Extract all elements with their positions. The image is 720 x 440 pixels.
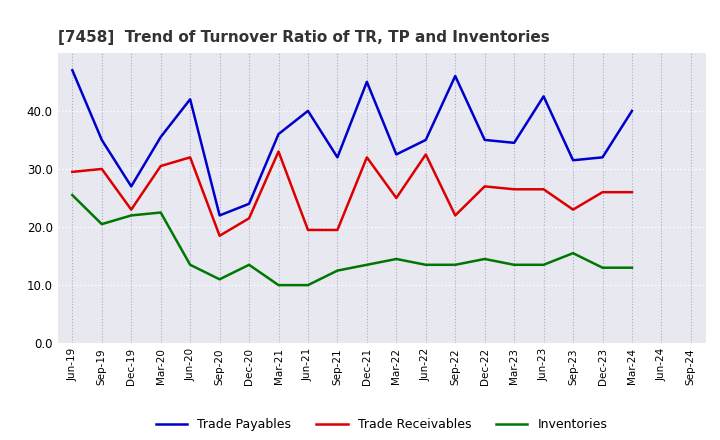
Trade Receivables — [274, 149, 283, 154]
Trade Receivables — [480, 184, 489, 189]
Trade Payables — [598, 155, 607, 160]
Inventories — [304, 282, 312, 288]
Inventories — [363, 262, 372, 268]
Trade Payables — [628, 108, 636, 114]
Trade Receivables — [421, 152, 430, 157]
Trade Receivables — [156, 163, 165, 169]
Trade Receivables — [598, 190, 607, 195]
Inventories — [421, 262, 430, 268]
Trade Payables — [333, 155, 342, 160]
Trade Payables — [68, 68, 76, 73]
Inventories — [510, 262, 518, 268]
Inventories — [451, 262, 459, 268]
Inventories — [97, 221, 106, 227]
Trade Receivables — [186, 155, 194, 160]
Line: Trade Payables: Trade Payables — [72, 70, 632, 216]
Trade Payables — [480, 137, 489, 143]
Trade Receivables — [304, 227, 312, 233]
Legend: Trade Payables, Trade Receivables, Inventories: Trade Payables, Trade Receivables, Inven… — [151, 413, 612, 436]
Trade Receivables — [97, 166, 106, 172]
Inventories — [480, 257, 489, 262]
Inventories — [569, 250, 577, 256]
Trade Payables — [539, 94, 548, 99]
Inventories — [598, 265, 607, 270]
Inventories — [392, 257, 400, 262]
Trade Receivables — [333, 227, 342, 233]
Inventories — [539, 262, 548, 268]
Trade Receivables — [245, 216, 253, 221]
Inventories — [68, 192, 76, 198]
Trade Receivables — [127, 207, 135, 212]
Trade Payables — [392, 152, 400, 157]
Trade Payables — [186, 97, 194, 102]
Trade Payables — [451, 73, 459, 79]
Line: Inventories: Inventories — [72, 195, 632, 285]
Inventories — [127, 213, 135, 218]
Trade Receivables — [569, 207, 577, 212]
Trade Receivables — [215, 233, 224, 238]
Trade Payables — [97, 137, 106, 143]
Trade Payables — [510, 140, 518, 146]
Trade Receivables — [451, 213, 459, 218]
Inventories — [333, 268, 342, 273]
Trade Receivables — [68, 169, 76, 175]
Trade Receivables — [510, 187, 518, 192]
Trade Receivables — [539, 187, 548, 192]
Trade Payables — [274, 132, 283, 137]
Trade Payables — [156, 134, 165, 139]
Trade Receivables — [363, 155, 372, 160]
Text: [7458]  Trend of Turnover Ratio of TR, TP and Inventories: [7458] Trend of Turnover Ratio of TR, TP… — [58, 29, 549, 45]
Trade Payables — [245, 201, 253, 206]
Inventories — [156, 210, 165, 215]
Inventories — [274, 282, 283, 288]
Inventories — [628, 265, 636, 270]
Trade Receivables — [392, 195, 400, 201]
Trade Payables — [421, 137, 430, 143]
Inventories — [245, 262, 253, 268]
Inventories — [215, 277, 224, 282]
Inventories — [186, 262, 194, 268]
Trade Payables — [215, 213, 224, 218]
Trade Payables — [304, 108, 312, 114]
Line: Trade Receivables: Trade Receivables — [72, 151, 632, 236]
Trade Payables — [569, 158, 577, 163]
Trade Receivables — [628, 190, 636, 195]
Trade Payables — [363, 79, 372, 84]
Trade Payables — [127, 184, 135, 189]
